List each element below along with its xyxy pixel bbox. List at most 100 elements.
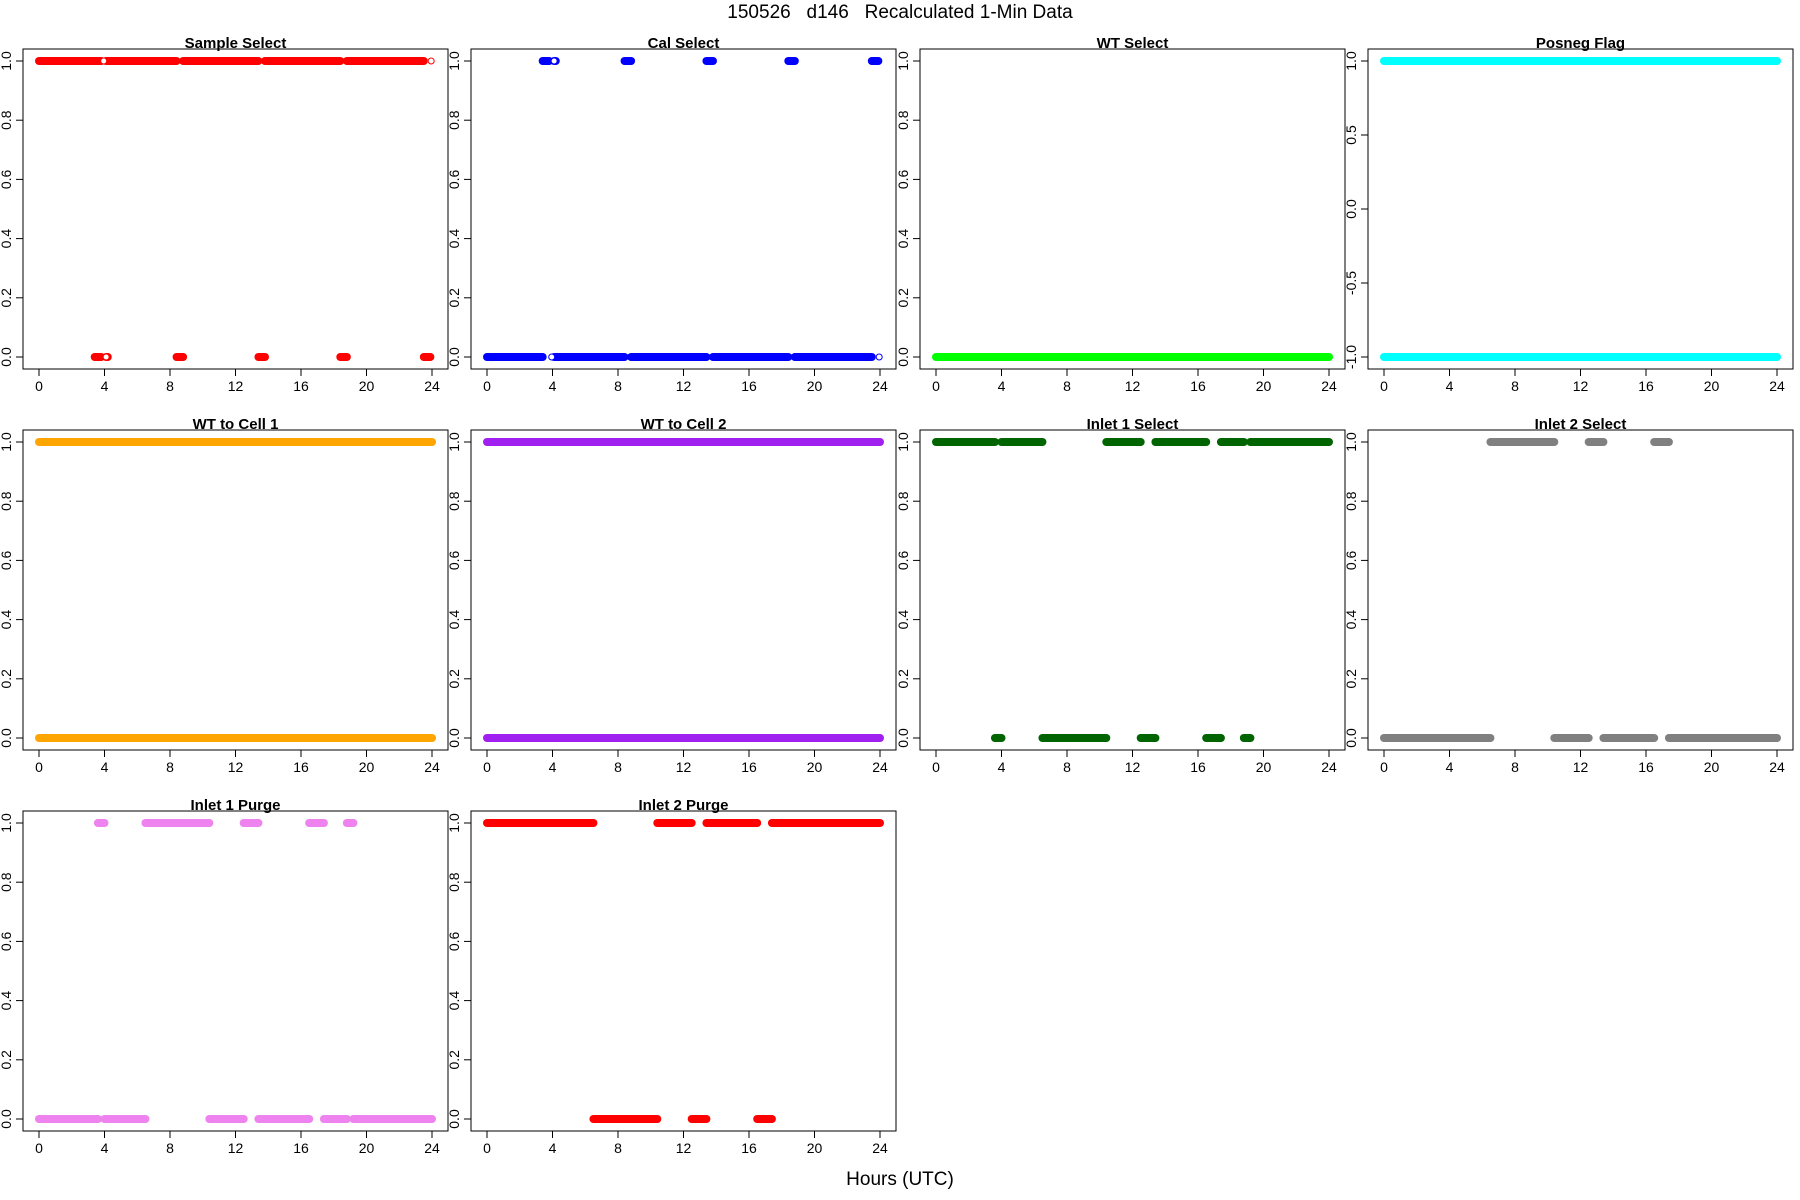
x-tick-label: 8: [614, 759, 622, 775]
x-tick-label: 4: [549, 1140, 557, 1156]
x-tick-label: 24: [1769, 378, 1785, 394]
series-posneg-flag: [1380, 57, 1781, 361]
y-tick-label: 0.8: [895, 110, 911, 130]
y-tick-label: 1.0: [0, 432, 14, 452]
y-tick-label: 1.0: [1343, 432, 1359, 452]
plot-frame: [470, 48, 897, 370]
y-tick-label: 0.2: [0, 1050, 14, 1070]
panel-posneg-flag: Posneg Flag 0 4 8 12 16 20 24 -1.0 -0.5 0.0 0.5 1.0: [1343, 35, 1794, 394]
y-tick-label: 0.2: [446, 288, 462, 308]
panel-title: Inlet 2 Select: [1535, 416, 1627, 433]
x-tick-label: 0: [483, 1140, 491, 1156]
y-tick-label: 0.0: [0, 1109, 14, 1129]
x-tick-label: 8: [166, 1140, 174, 1156]
panel-wt-to-cell-1: WT to Cell 1 0 4 8 12 16 20 24 0.0 0.2 0.4 0.6 0.8 1.…: [0, 416, 449, 775]
x-tick-label: 12: [676, 378, 692, 394]
x-tick-label: 12: [228, 1140, 244, 1156]
series-inlet-2-purge: [483, 819, 884, 1123]
y-tick-label: 0.2: [0, 288, 14, 308]
x-tick-label: 16: [1190, 378, 1206, 394]
data-point-open: [102, 353, 110, 361]
x-tick-label: 4: [1446, 759, 1454, 775]
x-tick-label: 12: [676, 1140, 692, 1156]
y-tick-label: 0.0: [1343, 199, 1359, 219]
panel-sample-select: Sample Select 0 4 8 12 16 20 24 0.0 0.2 0.4 0.6 0.8 1…: [0, 35, 449, 394]
plot-frame: [22, 48, 449, 370]
panel-title: Sample Select: [185, 35, 287, 52]
x-tick-label: 12: [1573, 378, 1589, 394]
plot-frame: [919, 48, 1346, 370]
x-tick-label: 16: [1190, 759, 1206, 775]
x-tick-label: 20: [1256, 759, 1272, 775]
x-tick-label: 8: [166, 378, 174, 394]
x-tick-label: 20: [807, 378, 823, 394]
x-tick-label: 12: [1573, 759, 1589, 775]
x-tick-label: 12: [1125, 378, 1141, 394]
data-point-open: [548, 353, 556, 361]
y-tick-label: 0.2: [895, 669, 911, 689]
panel-title: Inlet 1 Purge: [190, 797, 280, 814]
x-tick-label: 12: [1125, 759, 1141, 775]
plot-frame: [22, 810, 449, 1132]
x-tick-label: 16: [1638, 378, 1654, 394]
x-tick-label: 20: [807, 759, 823, 775]
x-tick-label: 20: [359, 1140, 375, 1156]
y-tick-label: 0.2: [0, 669, 14, 689]
y-tick-label: 0.4: [446, 610, 462, 630]
panel-inlet-1-select: Inlet 1 Select 0 4 8 12 16 20 24 0.0 0.2 0.4 0.6 0.8…: [895, 416, 1346, 775]
panel-title: Posneg Flag: [1536, 35, 1625, 52]
x-tick-label: 8: [166, 759, 174, 775]
x-tick-label: 4: [549, 378, 557, 394]
y-tick-label: 0.2: [1343, 669, 1359, 689]
panel-inlet-2-purge: Inlet 2 Purge 0 4 8 12 16 20 24 0.0 0.2 0.4 0.6 0.8 1…: [446, 797, 897, 1156]
x-tick-label: 8: [614, 1140, 622, 1156]
y-tick-label: 0.8: [446, 110, 462, 130]
y-tick-label: 1.0: [0, 813, 14, 833]
x-tick-label: 8: [614, 378, 622, 394]
plot-frame: [470, 429, 897, 751]
x-tick-label: 20: [359, 759, 375, 775]
x-tick-label: 4: [549, 759, 557, 775]
y-tick-label: 0.0: [1343, 728, 1359, 748]
y-tick-label: 0.0: [895, 728, 911, 748]
x-tick-label: 24: [1321, 759, 1337, 775]
panel-cal-select: Cal Select 0 4 8 12 16 20 24 0.0 0.2 0.4 0.6 0.8 1.0: [446, 35, 897, 394]
y-tick-label: 0.6: [895, 169, 911, 189]
y-tick-label: 0.4: [0, 229, 14, 249]
x-tick-label: 8: [1063, 759, 1071, 775]
y-tick-label: 0.0: [0, 347, 14, 367]
y-tick-label: 0.4: [0, 610, 14, 630]
data-point-open: [875, 353, 883, 361]
x-tick-label: 16: [293, 759, 309, 775]
plot-frame: [1367, 48, 1794, 370]
x-tick-label: 20: [807, 1140, 823, 1156]
panel-inlet-1-purge: Inlet 1 Purge 0 4 8 12 16 20 24 0.0 0.2 0.4 0.6 0.8 1…: [0, 797, 449, 1156]
panel-title: Cal Select: [648, 35, 720, 52]
panel-title: WT Select: [1097, 35, 1169, 52]
y-tick-label: 0.6: [446, 550, 462, 570]
y-tick-label: 0.6: [446, 931, 462, 951]
y-tick-label: -0.5: [1343, 271, 1359, 295]
y-tick-label: 1.0: [0, 51, 14, 71]
x-tick-label: 24: [424, 378, 440, 394]
x-tick-label: 24: [424, 759, 440, 775]
y-tick-label: 0.0: [446, 1109, 462, 1129]
y-tick-label: 0.8: [895, 491, 911, 511]
series-inlet-1-select: [932, 438, 1333, 742]
panel-title: WT to Cell 2: [641, 416, 727, 433]
y-tick-label: 0.4: [895, 229, 911, 249]
data-point-open: [550, 57, 558, 65]
x-tick-label: 0: [35, 1140, 43, 1156]
x-tick-label: 24: [424, 1140, 440, 1156]
x-tick-label: 16: [293, 1140, 309, 1156]
x-tick-label: 0: [1380, 378, 1388, 394]
x-tick-label: 24: [872, 1140, 888, 1156]
y-tick-label: 0.4: [446, 229, 462, 249]
x-tick-label: 0: [1380, 759, 1388, 775]
y-tick-label: 0.0: [895, 347, 911, 367]
x-tick-label: 0: [483, 759, 491, 775]
data-point-open: [427, 57, 435, 65]
panel-wt-select: WT Select 0 4 8 12 16 20 24 0.0 0.2 0.4 0.6 0.8 1.0: [895, 35, 1346, 394]
x-tick-label: 12: [228, 378, 244, 394]
